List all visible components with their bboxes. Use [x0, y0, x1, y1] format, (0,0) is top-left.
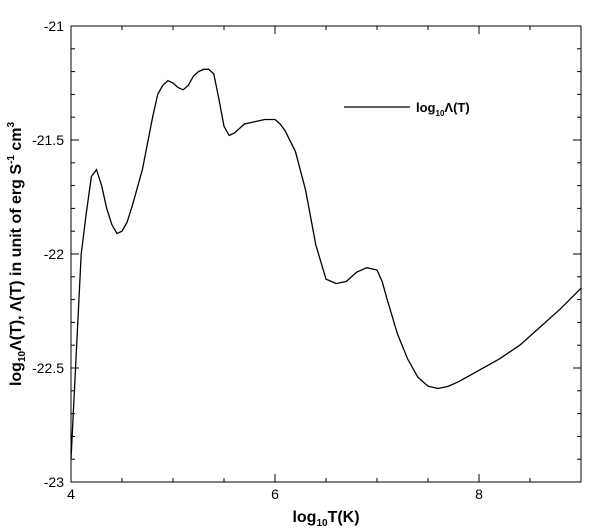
axis-ticks — [70, 25, 582, 483]
x-tick-labels: 4 6 8 — [67, 486, 483, 502]
y-axis-label: log10​Λ(T), Λ(T) in unit of erg S-1​ cm3… — [6, 122, 28, 387]
y-tick-label: -22.5 — [32, 360, 64, 376]
legend-label: log10​Λ(T) — [416, 100, 470, 118]
y-tick-label: -21.5 — [32, 132, 64, 148]
plot-frame — [70, 25, 582, 483]
y-tick-label: -21 — [44, 18, 64, 34]
x-axis-label: log10​T(K) — [292, 509, 359, 529]
series-line-cooling-function — [70, 68, 582, 460]
y-tick-label: -23 — [44, 474, 64, 490]
x-tick-label: 6 — [271, 486, 279, 502]
x-tick-label: 8 — [475, 486, 483, 502]
y-tick-label: -22 — [44, 246, 64, 262]
x-tick-label: 4 — [67, 486, 75, 502]
legend: log10​Λ(T) — [344, 100, 470, 118]
y-tick-labels: -21 -21.5 -22 -22.5 -23 — [32, 18, 64, 490]
